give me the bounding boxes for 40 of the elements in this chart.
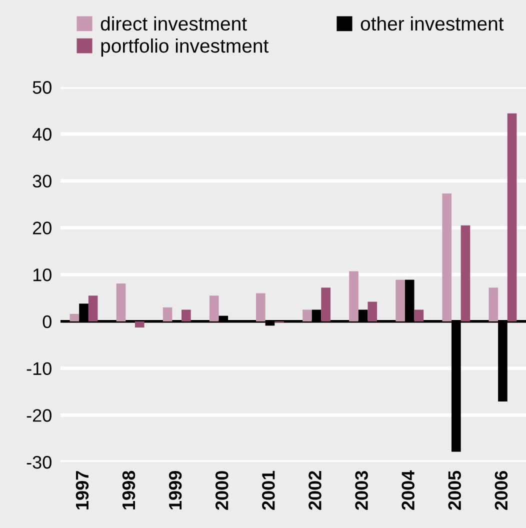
bar [88, 296, 98, 322]
bar [460, 225, 470, 322]
bar [70, 314, 80, 322]
y-tick-label: 10 [33, 268, 52, 282]
legend-label: portfolio investment [101, 38, 269, 57]
bar [162, 307, 172, 322]
y-tick-label: 0 [42, 315, 52, 328]
x-tick-label: 2001 [262, 470, 275, 510]
bar [116, 283, 126, 322]
bar [182, 310, 191, 322]
bar [349, 271, 358, 322]
bar [256, 293, 266, 322]
x-tick-label: 1998 [122, 470, 136, 510]
y-tick-label: 50 [32, 81, 52, 94]
bar [507, 113, 517, 322]
y-tick-label: 30 [32, 174, 52, 188]
bar [414, 310, 424, 322]
x-tick-label: 2002 [308, 471, 322, 510]
y-tick-label: -20 [26, 409, 52, 422]
bar [396, 280, 405, 322]
y-tick-label: -30 [26, 456, 52, 469]
bar [302, 310, 312, 322]
bar [209, 296, 219, 322]
y-tick-label: 40 [32, 128, 52, 141]
x-tick-label: 2000 [215, 471, 228, 510]
legend-label: direct investment [100, 16, 247, 31]
bar [368, 302, 378, 322]
x-tick-label: 2003 [355, 470, 368, 510]
y-tick-label: -10 [26, 362, 52, 375]
bar [134, 321, 144, 328]
bar [442, 193, 452, 322]
x-tick-label: 2006 [494, 470, 508, 510]
x-tick-label: 1999 [168, 471, 182, 510]
bar [321, 288, 330, 322]
y-tick-label: 20 [32, 222, 52, 234]
bar [488, 288, 498, 322]
legend-label: other investment [360, 16, 504, 31]
x-tick-label: 1997 [76, 471, 89, 510]
x-tick-label: 2005 [448, 470, 462, 510]
x-tick-label: 2004 [402, 470, 414, 510]
